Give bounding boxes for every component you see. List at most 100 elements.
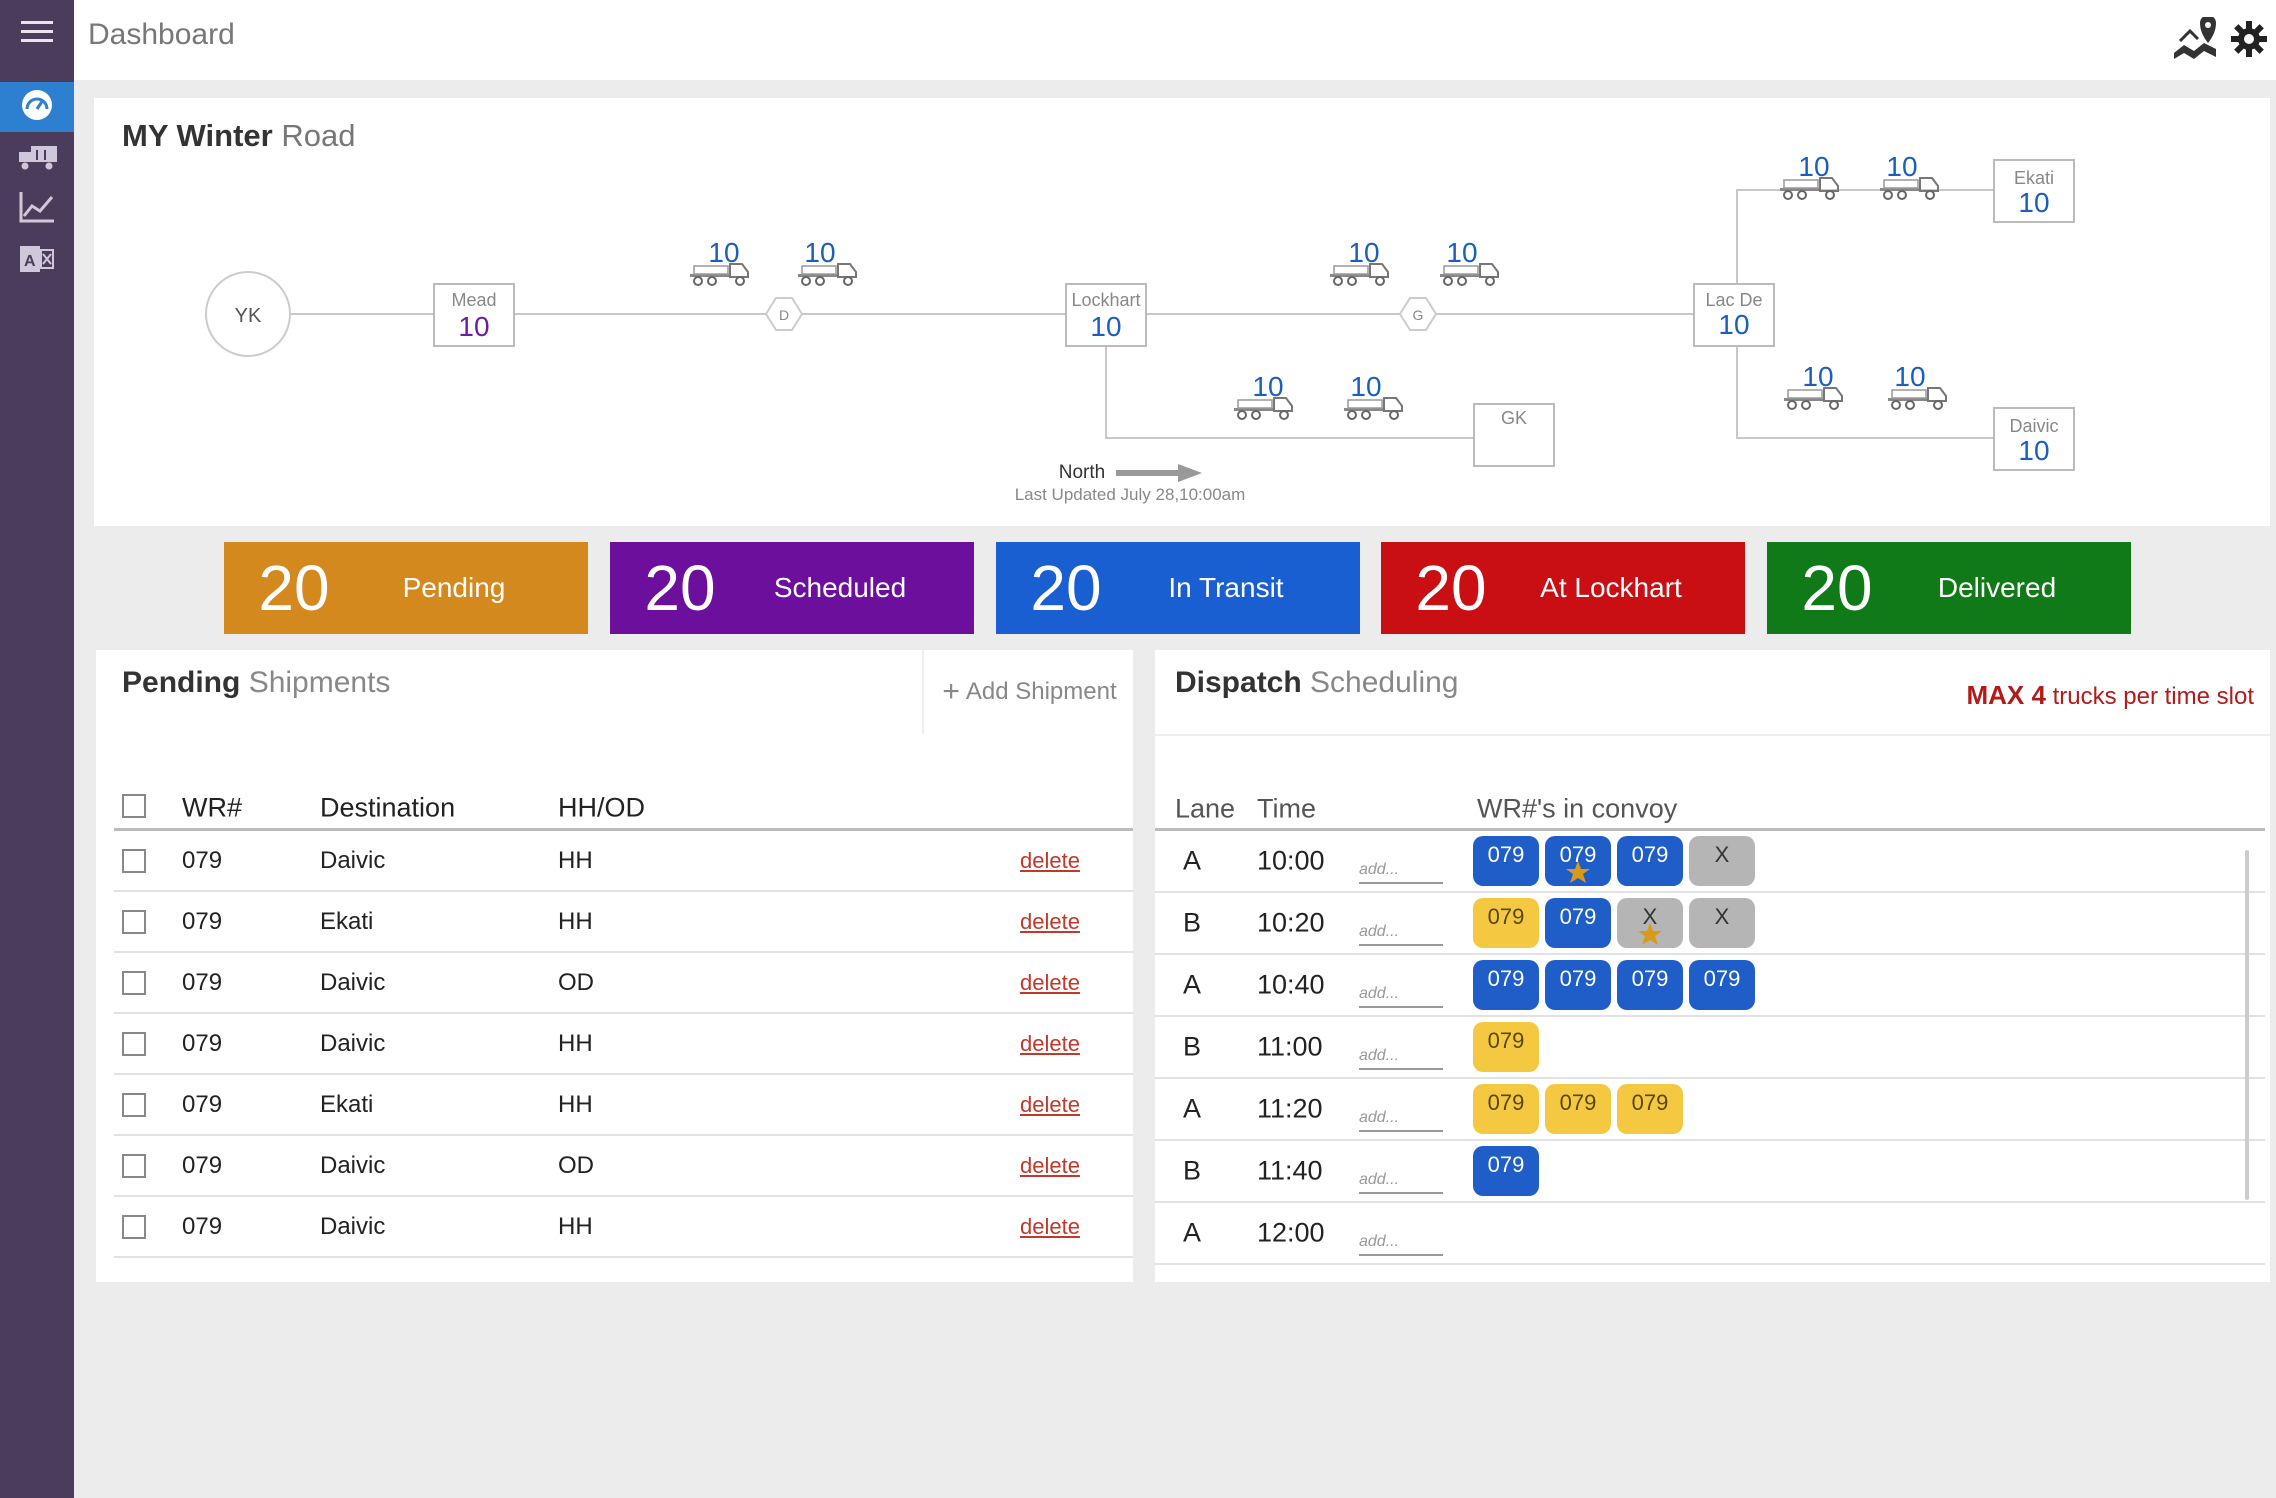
row-checkbox[interactable] [122, 1214, 146, 1239]
delete-link[interactable]: delete [1020, 1152, 1080, 1178]
node-lac-de[interactable]: Lac De 10 [1693, 283, 1775, 347]
row-checkbox[interactable] [122, 1153, 146, 1178]
trucks-icon [15, 142, 59, 177]
add-shipment-button[interactable]: + Add Shipment [922, 650, 1135, 734]
table-row[interactable]: 079 Daivic HH delete [114, 1197, 1133, 1258]
convoy-chip[interactable]: 079 [1473, 1146, 1539, 1196]
column-header-hhod: HH/OD [558, 792, 645, 823]
truck-marker[interactable]: 10 [1783, 361, 1843, 410]
tile-in-transit[interactable]: 20 In Transit [996, 542, 1360, 634]
convoy-chip[interactable]: 079 [1473, 1084, 1539, 1134]
node-ekati[interactable]: Ekati 10 [1993, 159, 2075, 223]
add-wr-input[interactable]: add... [1359, 1233, 1443, 1256]
truck-marker[interactable]: 10 [689, 237, 749, 286]
wr-number: 079 [182, 846, 223, 874]
row-checkbox[interactable] [122, 970, 146, 995]
node-mead-count: 10 [458, 311, 489, 342]
truck-marker[interactable]: 10 [1439, 237, 1499, 286]
truck-marker[interactable]: 10 [1779, 151, 1839, 200]
table-row[interactable]: 079 Daivic HH delete [114, 1014, 1133, 1075]
table-row[interactable]: 079 Daivic OD delete [114, 953, 1133, 1014]
sidebar-item-reports[interactable] [0, 184, 74, 234]
dispatch-title-light: Scheduling [1310, 666, 1459, 699]
add-wr-input[interactable]: add... [1359, 1171, 1443, 1194]
convoy-chip-label: 079 [1703, 966, 1741, 991]
convoy-chip[interactable]: 079 [1545, 1084, 1611, 1134]
node-mead[interactable]: Mead 10 [433, 283, 515, 347]
table-row[interactable]: 079 Daivic OD delete [114, 1136, 1133, 1197]
delete-link[interactable]: delete [1020, 908, 1080, 934]
delete-link[interactable]: delete [1020, 847, 1080, 873]
convoy-chip[interactable]: 079 [1545, 960, 1611, 1010]
table-row[interactable]: 079 Daivic HH delete [114, 831, 1133, 892]
truck-marker[interactable]: 10 [797, 237, 857, 286]
node-lockhart[interactable]: Lockhart 10 [1065, 283, 1147, 347]
convoy-chip[interactable]: 079 [1617, 836, 1683, 886]
row-checkbox[interactable] [122, 1031, 146, 1056]
convoy-chip[interactable]: 079 [1689, 960, 1755, 1010]
convoy-chip[interactable]: 079 [1473, 1022, 1539, 1072]
add-wr-input[interactable]: add... [1359, 923, 1443, 946]
tile-scheduled[interactable]: 20 Scheduled [610, 542, 974, 634]
select-all-checkbox[interactable] [122, 794, 146, 818]
scrollbar[interactable] [2245, 850, 2249, 1200]
row-checkbox[interactable] [122, 848, 146, 873]
convoy-chip[interactable]: 079 [1545, 836, 1611, 886]
convoy-chip[interactable]: 079 [1473, 960, 1539, 1010]
tile-count: 20 [1415, 552, 1487, 624]
time-slot: 11:20 [1257, 1093, 1323, 1124]
convoy-chip-label: 079 [1487, 1152, 1525, 1177]
truck-marker[interactable]: 10 [1887, 361, 1947, 410]
waypoint-d[interactable]: D [764, 297, 804, 331]
delete-link[interactable]: delete [1020, 969, 1080, 995]
origin-yk[interactable] [205, 271, 291, 357]
sidebar-item-export[interactable]: A [0, 236, 74, 286]
lane: B [1183, 1031, 1202, 1062]
column-header-time: Time [1257, 793, 1316, 824]
route-map-button[interactable] [2172, 14, 2218, 64]
node-daivic[interactable]: Daivic 10 [1993, 407, 2075, 471]
sidebar-item-dashboard[interactable] [0, 82, 74, 132]
waypoint-g[interactable]: G [1398, 297, 1438, 331]
tile-delivered[interactable]: 20 Delivered [1767, 542, 2131, 634]
tile-pending[interactable]: 20 Pending [224, 542, 588, 634]
truck-marker[interactable]: 10 [1343, 371, 1403, 420]
delete-link[interactable]: delete [1020, 1091, 1080, 1117]
convoy-chip[interactable]: 079 [1473, 836, 1539, 886]
convoy-chip[interactable]: X [1689, 898, 1755, 948]
convoy-chip-label: 079 [1559, 904, 1597, 929]
truck-marker[interactable]: 10 [1879, 151, 1939, 200]
truck-count: 10 [708, 237, 739, 268]
add-wr-input[interactable]: add... [1359, 861, 1443, 884]
add-wr-input[interactable]: add... [1359, 1047, 1443, 1070]
table-row[interactable]: 079 Ekati HH delete [114, 892, 1133, 953]
table-row: A 10:00 add... 079 079 079 X [1155, 831, 2265, 893]
tile-label: At Lockhart [1540, 572, 1682, 603]
convoy-chip[interactable]: X [1689, 836, 1755, 886]
convoy-chip[interactable]: X [1617, 898, 1683, 948]
truck-marker[interactable]: 10 [1233, 371, 1293, 420]
convoy-chip[interactable]: 079 [1617, 960, 1683, 1010]
truck-marker[interactable]: 10 [1329, 237, 1389, 286]
table-row[interactable]: 079 Ekati HH delete [114, 1075, 1133, 1136]
row-checkbox[interactable] [122, 1092, 146, 1117]
add-wr-input[interactable]: add... [1359, 985, 1443, 1008]
settings-button[interactable] [2226, 18, 2272, 64]
tile-at-lockhart[interactable]: 20 At Lockhart [1381, 542, 1745, 634]
column-header-convoy: WR#'s in convoy [1477, 793, 1678, 824]
tile-label: Delivered [1937, 572, 2057, 603]
row-checkbox[interactable] [122, 909, 146, 934]
delete-link[interactable]: delete [1020, 1213, 1080, 1239]
convoy-chip[interactable]: 079 [1617, 1084, 1683, 1134]
node-gk[interactable]: GK [1473, 403, 1555, 467]
sidebar-item-fleet[interactable] [0, 134, 74, 184]
menu-button[interactable] [0, 8, 74, 58]
hhod-type: HH [558, 907, 593, 935]
max-trucks-note: MAX 4 trucks per time slot [1966, 680, 2254, 711]
convoy-chip[interactable]: 079 [1545, 898, 1611, 948]
add-wr-input[interactable]: add... [1359, 1109, 1443, 1132]
convoy-chip[interactable]: 079 [1473, 898, 1539, 948]
node-lockhart-count: 10 [1090, 311, 1121, 342]
tile-label: Scheduled [773, 572, 907, 603]
delete-link[interactable]: delete [1020, 1030, 1080, 1056]
